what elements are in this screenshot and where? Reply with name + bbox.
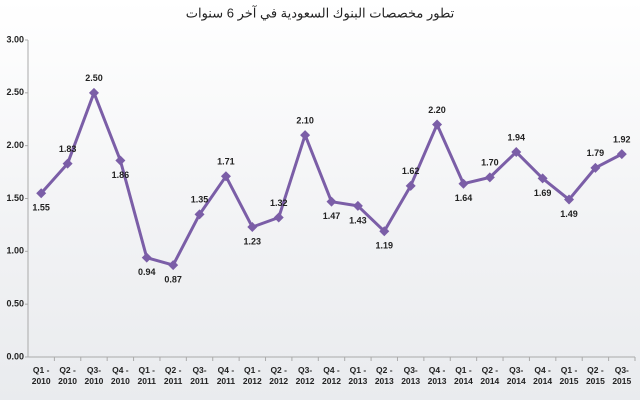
marker bbox=[273, 212, 284, 223]
value-label: 1.19 bbox=[376, 241, 394, 251]
marker bbox=[220, 171, 231, 182]
marker bbox=[379, 226, 390, 237]
value-label: 1.86 bbox=[112, 170, 130, 180]
marker bbox=[432, 119, 443, 130]
marker bbox=[62, 158, 73, 169]
x-tick-label: Q4 - 2012 bbox=[322, 365, 341, 386]
x-tick-label: Q2 - 2015 bbox=[585, 365, 605, 386]
marker bbox=[590, 162, 601, 173]
marker bbox=[616, 149, 627, 160]
x-tick-label: Q2 - 2014 bbox=[480, 365, 500, 386]
value-label: 1.32 bbox=[270, 198, 288, 208]
marker bbox=[141, 252, 152, 263]
x-tick-label: Q1 - 2014 bbox=[453, 365, 473, 386]
x-tick-label: Q1 - 2015 bbox=[559, 365, 579, 386]
x-tick-label: Q3- 2013 bbox=[401, 365, 421, 386]
marker bbox=[247, 222, 258, 233]
x-tick-label: Q2 - 2013 bbox=[374, 365, 394, 386]
x-tick-label: Q4 - 2013 bbox=[427, 365, 447, 386]
x-tick-label: Q1 - 2013 bbox=[348, 365, 368, 386]
y-tick-label: 2.00 bbox=[6, 140, 24, 150]
value-label: 2.50 bbox=[85, 73, 103, 83]
x-tick-label: Q2 - 2010 bbox=[58, 365, 78, 386]
marker bbox=[352, 200, 363, 211]
marker bbox=[484, 172, 495, 183]
value-label: 1.35 bbox=[191, 195, 209, 205]
marker bbox=[537, 173, 548, 184]
y-tick-label: 3.00 bbox=[6, 34, 24, 44]
marker bbox=[194, 209, 205, 220]
marker bbox=[458, 178, 469, 189]
x-tick-label: Q1 - 2012 bbox=[242, 365, 262, 386]
value-label: 1.62 bbox=[402, 166, 420, 176]
marker bbox=[300, 130, 311, 141]
value-label: 0.87 bbox=[164, 274, 182, 284]
y-tick-label: 0.00 bbox=[6, 351, 24, 361]
value-label: 1.92 bbox=[613, 134, 631, 144]
y-tick-label: 0.50 bbox=[6, 299, 24, 309]
marker bbox=[88, 87, 99, 98]
chart-title: تطور مخصصات البنوك السعودية في آخر 6 سنو… bbox=[186, 4, 455, 21]
x-tick-label: Q4 - 2011 bbox=[216, 365, 236, 386]
marker bbox=[564, 194, 575, 205]
x-tick-label: Q4 - 2014 bbox=[533, 365, 553, 386]
value-label: 1.43 bbox=[349, 215, 367, 225]
x-tick-label: Q4 - 2010 bbox=[110, 365, 130, 386]
y-tick-label: 1.00 bbox=[6, 246, 24, 256]
value-label: 1.69 bbox=[534, 188, 552, 198]
value-label: 1.64 bbox=[455, 193, 473, 203]
marker bbox=[326, 196, 337, 207]
x-tick-label: Q3- 2014 bbox=[506, 365, 526, 386]
x-tick-label: Q3- 2015 bbox=[612, 365, 632, 386]
y-tick-label: 1.50 bbox=[6, 193, 24, 203]
marker bbox=[405, 180, 416, 191]
value-label: 2.10 bbox=[296, 115, 314, 125]
marker bbox=[115, 155, 126, 166]
value-label: 0.94 bbox=[138, 267, 156, 277]
value-label: 1.79 bbox=[587, 148, 605, 158]
value-label: 1.49 bbox=[560, 209, 578, 219]
marker bbox=[511, 147, 522, 158]
marker bbox=[168, 260, 179, 271]
value-label: 2.20 bbox=[428, 105, 446, 115]
value-label: 1.83 bbox=[59, 144, 77, 154]
marker bbox=[36, 188, 47, 199]
x-tick-label: Q2 - 2011 bbox=[163, 365, 183, 386]
x-tick-label: Q1 - 2011 bbox=[137, 365, 156, 386]
x-tick-label: Q3- 2011 bbox=[190, 365, 209, 386]
x-tick-label: Q3- 2012 bbox=[295, 365, 315, 386]
x-tick-label: Q2 - 2012 bbox=[269, 365, 289, 386]
value-label: 1.47 bbox=[323, 211, 341, 221]
y-tick-label: 2.50 bbox=[6, 87, 24, 97]
value-label: 1.94 bbox=[507, 132, 525, 142]
value-label: 1.23 bbox=[244, 236, 262, 246]
x-tick-label: Q3- 2010 bbox=[84, 365, 104, 386]
value-label: 1.71 bbox=[217, 157, 235, 167]
value-label: 1.55 bbox=[32, 203, 50, 213]
value-label: 1.70 bbox=[481, 158, 499, 168]
x-tick-label: Q1 - 2010 bbox=[31, 365, 51, 386]
